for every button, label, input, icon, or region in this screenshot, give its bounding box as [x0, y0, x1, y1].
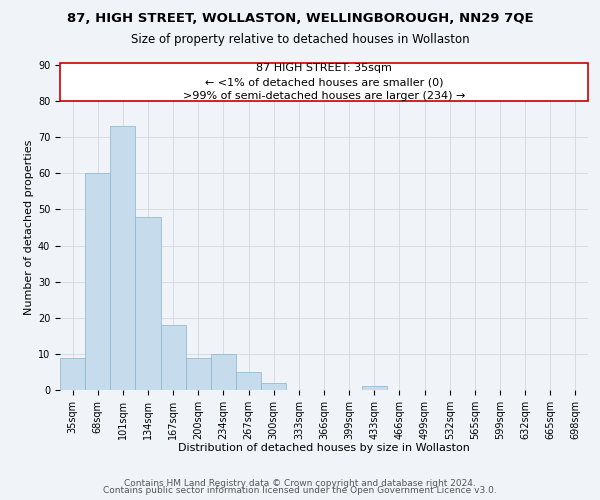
- Bar: [85, 174, 110, 390]
- Bar: [136, 216, 161, 390]
- Bar: [211, 354, 236, 390]
- Text: Contains HM Land Registry data © Crown copyright and database right 2024.: Contains HM Land Registry data © Crown c…: [124, 478, 476, 488]
- Bar: [186, 358, 211, 390]
- Text: Contains public sector information licensed under the Open Government Licence v3: Contains public sector information licen…: [103, 486, 497, 495]
- Bar: [60, 358, 85, 390]
- Bar: [236, 372, 261, 390]
- FancyBboxPatch shape: [60, 63, 588, 101]
- Bar: [362, 386, 387, 390]
- Text: Size of property relative to detached houses in Wollaston: Size of property relative to detached ho…: [131, 32, 469, 46]
- Y-axis label: Number of detached properties: Number of detached properties: [24, 140, 34, 315]
- Bar: [110, 126, 136, 390]
- X-axis label: Distribution of detached houses by size in Wollaston: Distribution of detached houses by size …: [178, 444, 470, 454]
- Bar: [161, 325, 186, 390]
- Text: 87 HIGH STREET: 35sqm
← <1% of detached houses are smaller (0)
>99% of semi-deta: 87 HIGH STREET: 35sqm ← <1% of detached …: [183, 63, 465, 101]
- Bar: [261, 383, 286, 390]
- Text: 87, HIGH STREET, WOLLASTON, WELLINGBOROUGH, NN29 7QE: 87, HIGH STREET, WOLLASTON, WELLINGBOROU…: [67, 12, 533, 26]
